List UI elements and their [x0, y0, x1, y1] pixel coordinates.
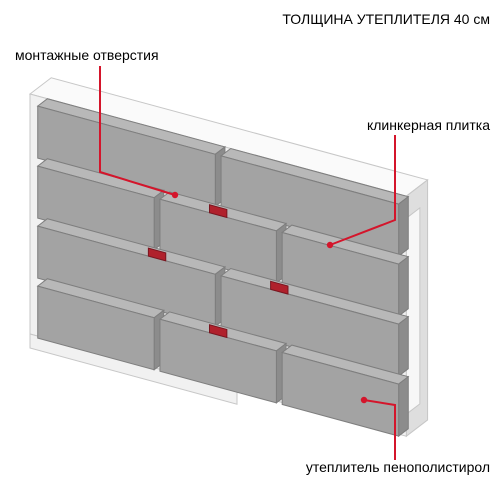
clinker-bricks	[38, 99, 409, 436]
label-insulation-foam: утеплитель пенополистирол	[306, 459, 490, 475]
label-clinker-tile: клинкерная плитка	[367, 117, 490, 133]
diagram-title: ТОЛЩИНА УТЕПЛИТЕЛЯ 40 см	[282, 11, 490, 27]
label-mounting-holes: монтажные отверстия	[15, 47, 159, 63]
thermo-panel-diagram: ТОЛЩИНА УТЕПЛИТЕЛЯ 40 см монтажные отверс…	[0, 0, 500, 500]
